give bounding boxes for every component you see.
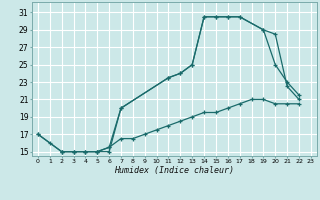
X-axis label: Humidex (Indice chaleur): Humidex (Indice chaleur)	[115, 166, 234, 175]
